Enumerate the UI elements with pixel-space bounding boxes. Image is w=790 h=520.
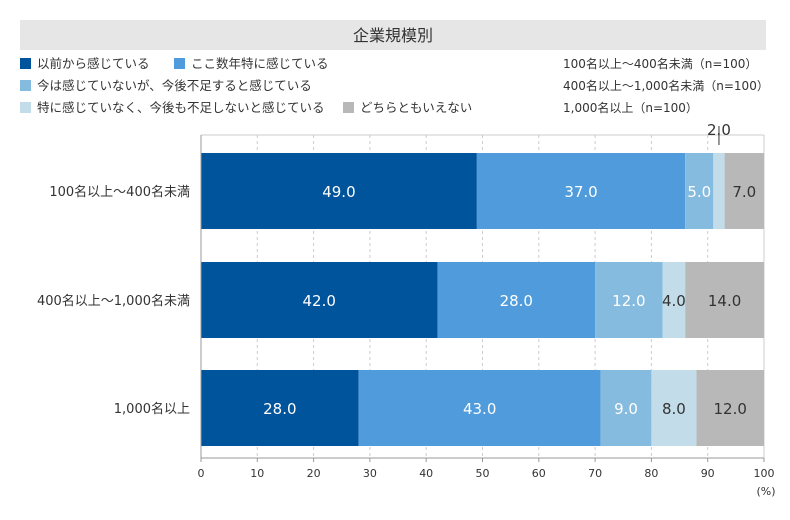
x-tick-label: 100	[754, 467, 775, 480]
x-tick-label: 60	[532, 467, 546, 480]
x-tick-label: 20	[307, 467, 321, 480]
bar-segment	[713, 153, 725, 229]
bar-segment	[662, 262, 686, 338]
data-label: 2.0	[707, 121, 731, 139]
sample-note: 400名以上〜1,000名未満（n=100）	[563, 78, 769, 93]
data-label: 28.0	[500, 292, 533, 310]
bar-segment	[476, 153, 686, 229]
x-tick-label: 50	[476, 467, 490, 480]
data-label: 28.0	[263, 400, 296, 418]
category-label: 400名以上〜1,000名未満	[37, 293, 190, 309]
chart-title: 企業規模別	[353, 26, 433, 45]
sample-note: 100名以上〜400名未満（n=100）	[563, 56, 757, 71]
data-label: 12.0	[612, 292, 645, 310]
x-tick-label: 30	[363, 467, 377, 480]
category-label: 100名以上〜400名未満	[49, 184, 190, 200]
bar-segment	[595, 262, 663, 338]
data-label: 9.0	[614, 400, 638, 418]
data-label: 43.0	[463, 400, 496, 418]
bar-segment	[437, 262, 596, 338]
bar-segment	[651, 370, 697, 446]
data-label: 37.0	[564, 183, 597, 201]
x-tick-label: 10	[250, 467, 264, 480]
legend-swatch	[20, 102, 31, 113]
legend-swatch	[343, 102, 354, 113]
x-tick-label: 80	[644, 467, 658, 480]
x-tick-label: 90	[701, 467, 715, 480]
x-tick-label: 40	[419, 467, 433, 480]
legend-label: 特に感じていなく、今後も不足しないと感じている	[37, 100, 325, 115]
bar-segment	[201, 153, 477, 229]
bar-segment	[685, 262, 764, 338]
bar-segment	[696, 370, 764, 446]
data-label: 8.0	[662, 400, 686, 418]
x-tick-label: 0	[198, 467, 205, 480]
x-tick-label: 70	[588, 467, 602, 480]
data-label: 4.0	[662, 292, 686, 310]
x-unit-label: (%)	[756, 485, 775, 498]
legend-swatch	[20, 58, 31, 69]
legend-label: 以前から感じている	[37, 56, 150, 71]
data-label: 14.0	[708, 292, 741, 310]
bar-segment	[358, 370, 601, 446]
sample-note: 1,000名以上（n=100）	[563, 100, 698, 115]
category-label: 1,000名以上	[114, 401, 190, 417]
legend-swatch	[174, 58, 185, 69]
data-label: 7.0	[732, 183, 756, 201]
data-label: 42.0	[303, 292, 336, 310]
data-label: 5.0	[687, 183, 711, 201]
bar-segment	[600, 370, 652, 446]
bar-segment	[685, 153, 714, 229]
bar-segment	[724, 153, 764, 229]
legend-label: どちらともいえない	[360, 100, 472, 115]
title-bar	[20, 20, 766, 50]
legend-swatch	[20, 80, 31, 91]
legend-label: ここ数年特に感じている	[191, 56, 329, 71]
legend-label: 今は感じていないが、今後不足すると感じている	[37, 78, 312, 93]
data-label: 49.0	[322, 183, 355, 201]
bar-segment	[201, 262, 438, 338]
data-label: 12.0	[714, 400, 747, 418]
bar-segment	[201, 370, 359, 446]
